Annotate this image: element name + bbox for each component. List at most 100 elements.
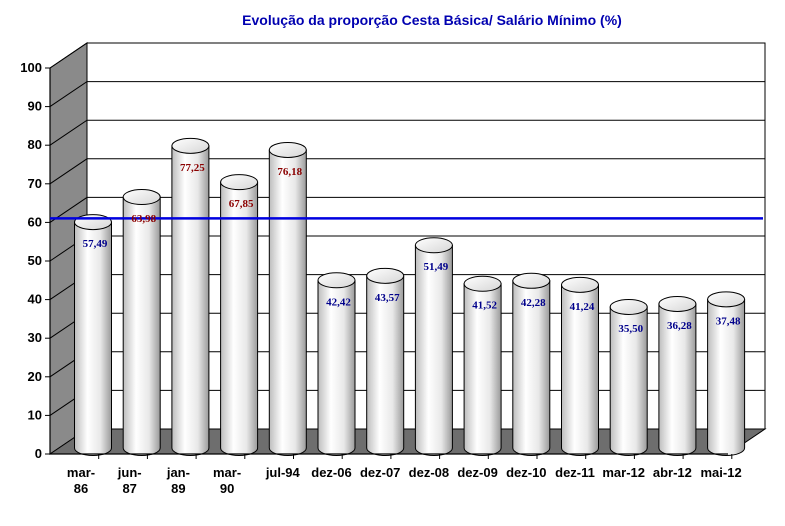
bar: [707, 291, 746, 456]
bar-top: [220, 174, 259, 191]
bar: [609, 298, 648, 456]
x-tick-label: dez-09: [457, 465, 497, 480]
bar: [220, 174, 259, 456]
data-label: 37,48: [716, 315, 741, 327]
y-tick-label: 30: [28, 330, 42, 345]
bars: [74, 137, 746, 456]
chart-title: Evolução da proporção Cesta Básica/ Salá…: [242, 12, 622, 28]
gridline: [49, 119, 765, 146]
gridline: [49, 81, 765, 108]
bar-top: [74, 214, 112, 231]
y-tick-label: 10: [28, 407, 42, 422]
x-tick-label-line: 87: [122, 481, 136, 496]
bar-top: [366, 267, 405, 284]
bar: [512, 272, 551, 456]
data-labels: 57,49 63,98 77,25 67,85 76,18 42,42 43,57 51,49…: [83, 162, 741, 335]
y-tick-label: 100: [20, 60, 42, 75]
data-label: 36,28: [667, 320, 692, 332]
x-tick-label: jan-89: [166, 465, 190, 496]
y-tick-label: 40: [28, 292, 42, 307]
x-tick-label: mai-12: [700, 465, 741, 480]
bar-top: [512, 272, 551, 289]
bar-body: [317, 279, 356, 456]
gridline: [49, 196, 765, 223]
bar-body: [463, 283, 502, 456]
x-tick-label-line: 89: [171, 481, 185, 496]
bar-body: [707, 298, 746, 456]
bar-top: [609, 298, 648, 315]
y-tick-label: 60: [28, 214, 42, 229]
x-tick-label: abr-12: [653, 465, 692, 480]
bar-top: [658, 295, 697, 312]
x-tick-label: dez-08: [409, 465, 449, 480]
data-label: 35,50: [618, 323, 643, 335]
data-label: 63,98: [131, 213, 156, 225]
bar-top: [317, 272, 356, 289]
bar-body: [658, 303, 697, 456]
x-tick-label-line: mar-: [67, 465, 95, 480]
y-axis: 0 10 20 30 40 50 60 70 80 90 100: [20, 60, 51, 461]
bar: [561, 276, 599, 456]
bar-body: [74, 221, 112, 456]
data-label: 42,42: [326, 296, 351, 308]
data-label: 42,28: [521, 297, 546, 309]
bar: [122, 189, 161, 456]
data-label: 41,24: [570, 301, 595, 313]
data-label: 67,85: [229, 198, 254, 210]
bar-top: [171, 137, 210, 154]
bar-top: [414, 237, 453, 254]
x-tick-label-line: 86: [74, 481, 88, 496]
bar-body: [171, 145, 210, 456]
y-tick-label: 50: [28, 253, 42, 268]
bar-top: [268, 141, 307, 158]
data-label: 43,57: [375, 292, 400, 304]
bar: [414, 237, 453, 456]
bar-top: [122, 189, 161, 206]
bar-body: [561, 284, 599, 456]
x-tick-label: jun-87: [117, 465, 142, 496]
bar-body: [268, 149, 307, 456]
bar: [317, 272, 356, 456]
y-tick-label: 90: [28, 99, 42, 114]
y-tick-label: 80: [28, 137, 42, 152]
bar-body: [220, 181, 259, 456]
x-tick-label: dez-11: [555, 465, 595, 480]
x-tick-label: dez-07: [360, 465, 400, 480]
bar: [463, 275, 502, 456]
y-tick-label: 0: [35, 446, 42, 461]
bar: [658, 295, 697, 456]
x-tick-label-line: mar-: [213, 465, 241, 480]
x-tick-label: mar-86: [67, 465, 95, 496]
bar-body: [512, 280, 551, 456]
bar-body: [366, 275, 405, 456]
bar: [171, 137, 210, 456]
bar: [366, 267, 405, 456]
data-label: 51,49: [424, 261, 449, 273]
x-tick-label-line: jun-: [117, 465, 142, 480]
bar-top: [561, 276, 599, 293]
bar: [268, 141, 307, 456]
bar-body: [609, 306, 648, 456]
x-tick-label: mar-12: [602, 465, 645, 480]
x-tick-label: dez-10: [506, 465, 546, 480]
gridline: [49, 42, 765, 69]
bar-top: [463, 275, 502, 292]
x-tick-label: dez-06: [311, 465, 351, 480]
x-tick-label: jul-94: [265, 465, 301, 480]
bar-body: [122, 196, 161, 456]
gridline: [49, 158, 765, 185]
data-label: 76,18: [277, 166, 302, 178]
bar: [74, 214, 112, 456]
data-label: 57,49: [83, 238, 108, 250]
x-tick-label-line: 90: [220, 481, 234, 496]
bar-body: [414, 244, 453, 456]
bar-top: [707, 291, 746, 308]
y-tick-label: 20: [28, 369, 42, 384]
y-tick-label: 70: [28, 176, 42, 191]
x-tick-label-line: jan-: [166, 465, 190, 480]
data-label: 77,25: [180, 162, 205, 174]
x-tick-label: mar-90: [213, 465, 241, 496]
data-label: 41,52: [472, 300, 497, 312]
